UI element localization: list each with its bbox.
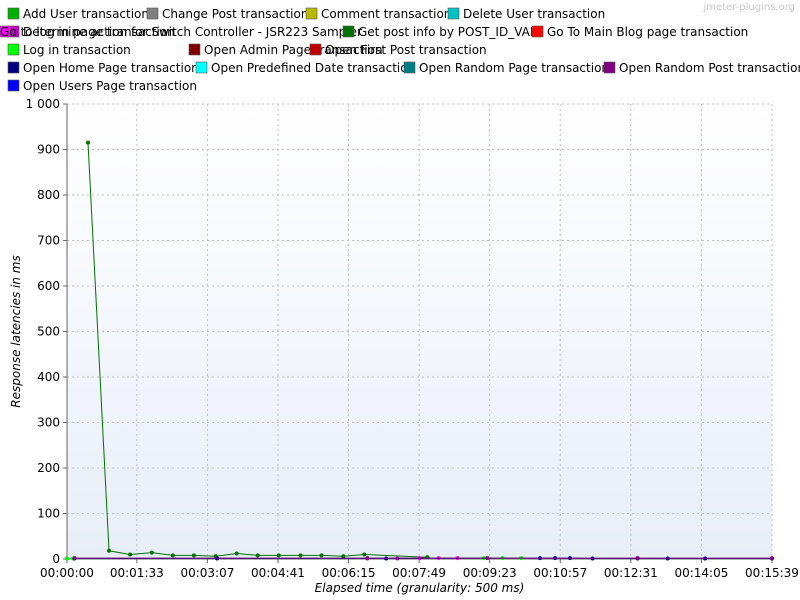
legend-swatch: [195, 61, 208, 74]
y-tick-label: 100: [37, 507, 60, 521]
x-tick-label: 00:07:49: [392, 566, 446, 580]
legend-item: Delete User transaction: [447, 7, 605, 21]
legend-label: Open Predefined Date transaction: [211, 61, 415, 75]
legend-label: Get post info by POST_ID_VAL: [358, 25, 537, 39]
legend-item: Open Users Page transaction: [7, 79, 197, 93]
y-tick-label: 600: [37, 279, 60, 293]
legend-label: Determine action for Switch Controller -…: [23, 25, 362, 39]
legend-swatch: [403, 61, 416, 74]
data-point: [170, 553, 175, 558]
legend-swatch: [531, 25, 544, 38]
x-tick-label: 00:12:31: [604, 566, 658, 580]
legend-label: Open Home Page transaction: [23, 61, 199, 75]
x-tick-label: 00:09:23: [463, 566, 517, 580]
x-tick-label: 00:06:15: [322, 566, 376, 580]
legend-label: Go to log in page transaction: [0, 25, 175, 39]
y-tick-label: 0: [52, 552, 60, 566]
legend-swatch: [7, 79, 20, 92]
series: [72, 556, 774, 561]
legend-item: Log in transaction: [7, 43, 131, 57]
legend-item: Change Post transaction: [146, 7, 308, 21]
legend-swatch: [7, 43, 20, 56]
legend-label: Open First Post transaction: [325, 43, 487, 57]
legend-item: Open Random Page transaction: [403, 61, 609, 75]
legend-label: Add User transaction: [23, 7, 149, 21]
y-tick-label: 500: [37, 325, 60, 339]
data-point: [255, 553, 260, 558]
legend-label: Open Random Post transaction: [619, 61, 800, 75]
legend-item: Add User transaction: [7, 7, 149, 21]
y-tick-label: 400: [37, 370, 60, 384]
data-point: [485, 556, 490, 561]
series-layer: [65, 140, 774, 561]
x-tick-label: 00:03:07: [180, 566, 234, 580]
y-tick-label: 300: [37, 416, 60, 430]
y-tick-label: 900: [37, 143, 60, 157]
data-point: [191, 553, 196, 558]
legend-label: Delete User transaction: [463, 7, 605, 21]
data-point: [86, 140, 91, 145]
data-point: [128, 552, 133, 557]
x-tick-label: 00:00:00: [40, 566, 94, 580]
data-point: [65, 556, 69, 561]
x-tick-label: 00:14:05: [674, 566, 728, 580]
legend-swatch: [7, 7, 20, 20]
legend-label: Log in transaction: [23, 43, 131, 57]
data-point: [362, 552, 367, 557]
data-point: [234, 551, 239, 556]
legend-item: Open First Post transaction: [309, 43, 487, 57]
x-tick-label: 00:15:39: [745, 566, 799, 580]
legend-item: Go to log in page transaction: [0, 25, 175, 39]
legend-label: Open Users Page transaction: [23, 79, 197, 93]
series: [86, 140, 430, 560]
legend-swatch: [305, 7, 318, 20]
x-tick-label: 00:04:41: [251, 566, 305, 580]
legend-swatch: [309, 43, 322, 56]
legend-item: Get post info by POST_ID_VAL: [342, 25, 537, 39]
y-axis-title: Response latencies in ms: [9, 255, 23, 407]
legend-label: Go To Main Blog page transaction: [547, 25, 748, 39]
legend-swatch: [146, 7, 159, 20]
legend-label: Comment transaction: [321, 7, 451, 21]
x-axis-title: Elapsed time (granularity: 500 ms): [315, 581, 525, 595]
legend-label: Open Random Page transaction: [419, 61, 609, 75]
data-point: [635, 556, 640, 561]
legend-item: Open Home Page transaction: [7, 61, 199, 75]
legend-swatch: [603, 61, 616, 74]
data-point: [276, 553, 281, 558]
data-point: [72, 556, 77, 561]
legend: Add User transaction Change Post transact…: [0, 7, 800, 93]
data-point: [365, 556, 370, 561]
y-tick-label: 200: [37, 461, 60, 475]
legend-item: Open Random Post transaction: [603, 61, 800, 75]
data-point: [341, 554, 346, 559]
data-point: [319, 553, 324, 558]
data-point: [107, 548, 112, 553]
legend-item: Go To Main Blog page transaction: [531, 25, 748, 39]
legend-item: Open Admin Page transaction: [188, 43, 383, 57]
data-point: [298, 553, 303, 558]
legend-item: Open Predefined Date transaction: [195, 61, 415, 75]
legend-swatch: [0, 25, 12, 38]
x-tick-label: 00:01:33: [110, 566, 164, 580]
watermark-text: jmeter-plugins.org: [702, 2, 795, 13]
legend-swatch: [447, 7, 460, 20]
data-point: [149, 550, 154, 555]
legend-swatch: [7, 61, 20, 74]
legend-label: Open Admin Page transaction: [204, 43, 383, 57]
data-point: [770, 556, 774, 561]
legend-label: Change Post transaction: [162, 7, 308, 21]
legend-item: Comment transaction: [305, 7, 451, 21]
y-tick-label: 800: [37, 188, 60, 202]
y-tick-label: 700: [37, 234, 60, 248]
y-tick-label: 1 000: [26, 97, 60, 111]
x-tick-label: 00:10:57: [533, 566, 587, 580]
legend-swatch: [342, 25, 355, 38]
legend-swatch: [188, 43, 201, 56]
